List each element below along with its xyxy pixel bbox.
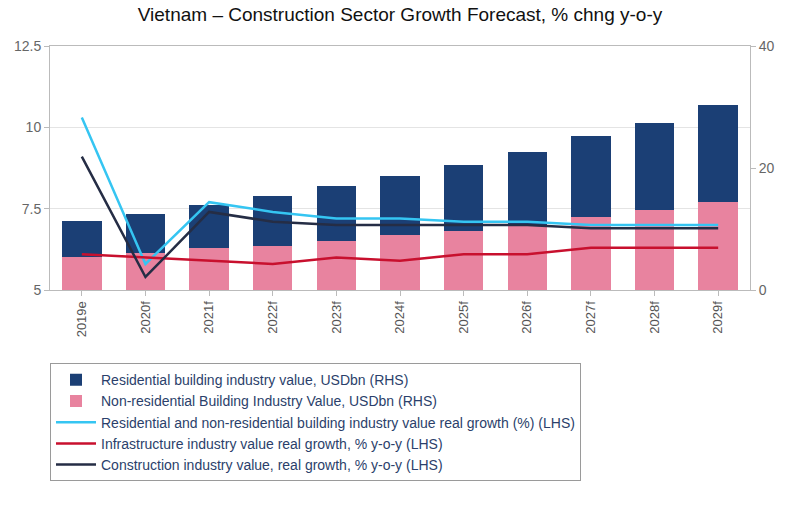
svg-text:Infrastructure industry value: Infrastructure industry value real growt… — [101, 436, 443, 452]
svg-text:2025f: 2025f — [456, 301, 471, 334]
svg-text:2023f: 2023f — [329, 301, 344, 334]
svg-text:20: 20 — [759, 160, 775, 176]
svg-text:2020f: 2020f — [138, 301, 153, 334]
svg-text:2024f: 2024f — [392, 301, 407, 334]
svg-text:5: 5 — [33, 282, 41, 298]
svg-text:2029f: 2029f — [710, 301, 725, 334]
svg-text:Residential building industry: Residential building industry value, USD… — [101, 372, 408, 388]
svg-text:2027f: 2027f — [583, 301, 598, 334]
svg-text:2028f: 2028f — [647, 301, 662, 334]
svg-text:10: 10 — [26, 119, 42, 135]
svg-text:0: 0 — [759, 282, 767, 298]
svg-text:Vietnam – Construction Sector: Vietnam – Construction Sector Growth For… — [138, 4, 663, 25]
svg-text:2019e: 2019e — [74, 301, 89, 337]
svg-text:40: 40 — [759, 38, 775, 54]
svg-text:Residential and non-residentia: Residential and non-residential building… — [101, 415, 575, 431]
svg-text:2021f: 2021f — [201, 301, 216, 334]
svg-text:7.5: 7.5 — [22, 201, 42, 217]
svg-text:12.5: 12.5 — [14, 38, 41, 54]
svg-text:Non-residential Building Indus: Non-residential Building Industry Value,… — [101, 393, 437, 409]
svg-text:2026f: 2026f — [519, 301, 534, 334]
svg-text:2022f: 2022f — [265, 301, 280, 334]
svg-text:Construction industry value, r: Construction industry value, real growth… — [101, 457, 443, 473]
